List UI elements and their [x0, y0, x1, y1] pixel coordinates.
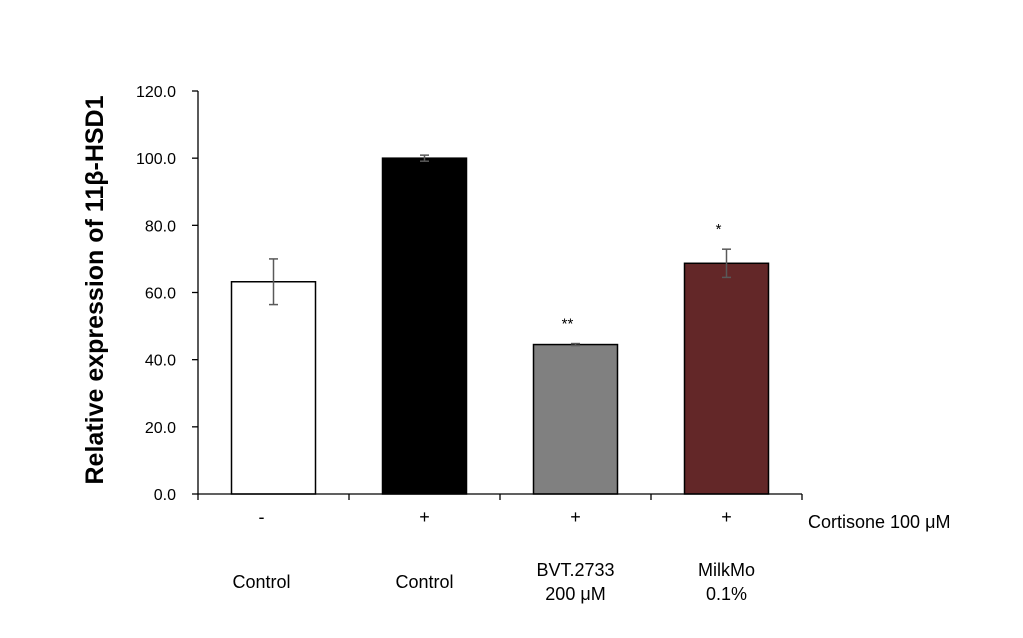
significance-marker: ** [562, 316, 574, 333]
error-bar-1 [420, 154, 429, 162]
significance-marker: * [716, 221, 722, 238]
treatment-label: Cortisone 100 μM [808, 512, 950, 532]
error-bar-2 [571, 342, 580, 347]
category-label: 0.1% [706, 584, 747, 604]
treatment-sign: + [419, 507, 430, 527]
y-tick-label: 40.0 [145, 353, 176, 370]
y-axis-label: Relative expression of 11β-HSD1 [81, 95, 109, 484]
treatment-sign: + [570, 507, 581, 527]
y-tick-label: 0.0 [154, 487, 176, 504]
category-labels-layer: - Control + Control ** + BVT.2733 200 μM * + MilkM… [197, 221, 803, 604]
y-tick-label: 80.0 [145, 218, 176, 235]
y-tick-label: 120.0 [136, 84, 176, 101]
error-bars-layer [269, 154, 731, 347]
bar-3 [683, 262, 770, 495]
error-bar-0 [269, 258, 278, 306]
y-tick-label: 20.0 [145, 420, 176, 437]
bars-layer [230, 157, 770, 495]
bar-1 [381, 157, 468, 495]
treatment-sign: - [259, 507, 265, 527]
category-label: Control [395, 572, 453, 592]
bar-2 [532, 343, 619, 495]
category-label: Control [232, 572, 290, 592]
y-tick-label: 100.0 [136, 151, 176, 168]
category-label: 200 μM [545, 584, 605, 604]
category-label: MilkMo [698, 560, 755, 580]
error-bar-3 [722, 248, 731, 279]
bar-0 [230, 281, 317, 495]
treatment-sign: + [721, 507, 732, 527]
category-label: BVT.2733 [536, 560, 614, 580]
y-tick-label: 60.0 [145, 286, 176, 303]
y-ticks-layer: 0.0 20.0 40.0 60.0 80.0 100.0 120.0 [136, 84, 198, 504]
